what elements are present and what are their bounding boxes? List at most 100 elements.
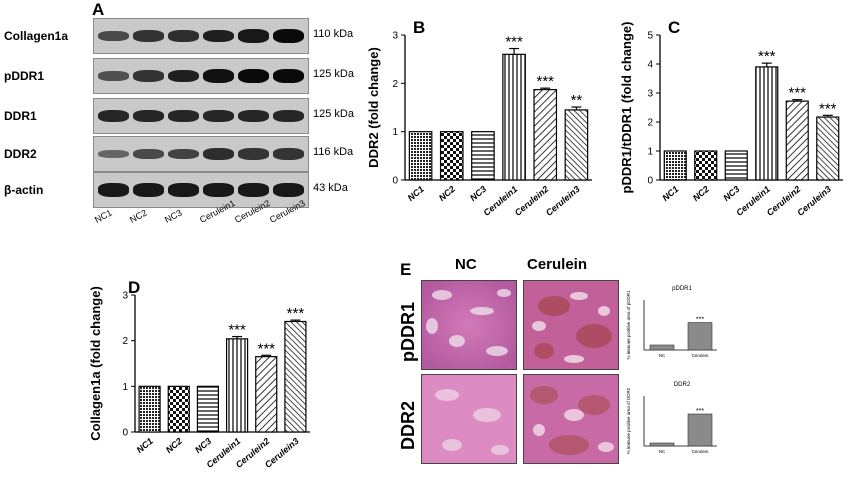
y-tick-label: 0 [392, 176, 398, 187]
blot-band [98, 109, 129, 123]
y-tick-label: 1 [647, 147, 653, 158]
blot-band [98, 183, 129, 197]
significance-label: *** [257, 340, 275, 357]
significance-label: *** [758, 48, 776, 65]
blot-band [133, 109, 164, 123]
bar [533, 89, 558, 181]
y-tick-label: 1 [392, 127, 398, 138]
blot-band [238, 29, 269, 43]
x-tick-label: NC3 [193, 436, 213, 455]
blot-band [133, 149, 164, 159]
blot-band [98, 149, 129, 159]
bar [694, 150, 718, 181]
blot-band [168, 30, 199, 42]
y-tick-label: 4 [647, 60, 653, 71]
blot-band [168, 148, 199, 160]
blot-label-3: DDR2 [4, 147, 37, 161]
ihc-row-pddr1: pDDR1 [398, 301, 418, 362]
lane-label-2: NC3 [163, 207, 184, 225]
mini-bar [649, 344, 675, 351]
mini-bar [687, 322, 713, 351]
x-tick-label: NC1 [660, 184, 680, 203]
mini-chart-ddr2: DDR2 % immune positive area of DDR2 NC Ceru… [626, 382, 717, 454]
blot-strip-3 [93, 136, 309, 172]
blot-kda-3: 116 kDa [313, 146, 354, 158]
blot-kda-4: 43 kDa [313, 182, 348, 194]
bar [138, 385, 161, 433]
micrograph-nc-ddr2 [421, 374, 517, 464]
bar [196, 385, 220, 433]
x-tick-label: Cerulein3 [795, 184, 833, 218]
bar [439, 131, 464, 181]
significance-label: *** [287, 305, 305, 322]
blot-band [98, 71, 129, 81]
significance-label: *** [228, 322, 246, 339]
blot-band [238, 183, 269, 197]
x-tick-label: Cerulein3 [544, 184, 582, 218]
blot-kda-1: 125 kDa [313, 68, 354, 80]
y-tick-label: 0 [647, 176, 653, 187]
y-tick-label: 3 [647, 89, 653, 100]
bar [225, 338, 249, 433]
panel-b-letter: B [413, 18, 426, 37]
bar [724, 150, 748, 181]
y-axis-label: DDR2 (fold change) [366, 47, 381, 168]
x-tick-label: NC2 [437, 184, 457, 203]
bar [816, 116, 840, 181]
lane-label-1: NC2 [128, 207, 149, 225]
micrograph-cerulein-pddr1 [523, 280, 619, 370]
chart-b-ddr2: 0 1 2 3 DDR2 (fold change) NC1 NC2 NC3 *** Cerule… [366, 31, 592, 218]
mini-bar [649, 442, 675, 447]
blot-band [273, 69, 304, 83]
mini-significance: *** [696, 408, 704, 415]
x-tick-label: NC1 [135, 436, 155, 455]
x-tick-label: NC1 [406, 184, 426, 203]
mini-y-label: % immune positive area of pDDR1 [626, 290, 631, 360]
blot-kda-2: 125 kDa [313, 108, 354, 120]
y-axis-label: Collagen1a (fold change) [88, 286, 103, 441]
x-tick-label: NC3 [468, 184, 488, 203]
blot-band [273, 29, 304, 43]
blot-band [133, 183, 164, 197]
blot-band [203, 69, 234, 83]
blot-band [168, 183, 199, 197]
x-tick-label: NC2 [691, 184, 711, 203]
y-tick-label: 0 [122, 428, 128, 439]
lane-label-0: NC1 [93, 207, 114, 225]
panel-d-letter: D [128, 278, 141, 297]
significance-label: *** [788, 85, 806, 102]
mini-y-label: % immune positive area of DDR2 [626, 387, 631, 454]
blot-band [238, 109, 269, 123]
blot-band [273, 148, 304, 160]
blot-strip-1 [93, 58, 309, 94]
blot-band [203, 148, 234, 160]
blot-label-0: Collagen1a [4, 29, 69, 43]
ihc-col-nc: NC [455, 256, 477, 273]
blot-label-2: DDR1 [4, 109, 37, 123]
blot-band [273, 183, 304, 197]
bar [755, 66, 779, 181]
micrograph-cerulein-ddr2 [523, 374, 619, 464]
blot-label-4: β-actin [4, 183, 44, 197]
bar [167, 385, 190, 433]
x-tick-label: NC2 [164, 436, 184, 455]
micrograph-nc-pddr1 [421, 280, 517, 370]
y-tick-label: 5 [647, 31, 653, 42]
mini-x-label: Cerulein [692, 449, 709, 454]
bar [284, 320, 307, 433]
ihc-col-cerulein: Cerulein [527, 256, 588, 273]
y-tick-label: 3 [122, 291, 128, 302]
y-axis-label: pDDR1/tDDR1 (fold change) [619, 22, 634, 194]
blot-band [238, 148, 269, 160]
bar [564, 109, 589, 181]
blot-label-1: pDDR1 [4, 69, 45, 83]
y-tick-label: 1 [122, 382, 128, 393]
mini-x-label: NC [659, 353, 666, 358]
blot-band [273, 109, 304, 123]
mini-title: pDDR1 [672, 286, 692, 292]
blot-band [98, 31, 129, 41]
significance-label: *** [536, 73, 554, 90]
blot-strip-0 [93, 18, 309, 54]
blot-band [133, 30, 164, 42]
y-tick-label: 2 [392, 79, 398, 90]
